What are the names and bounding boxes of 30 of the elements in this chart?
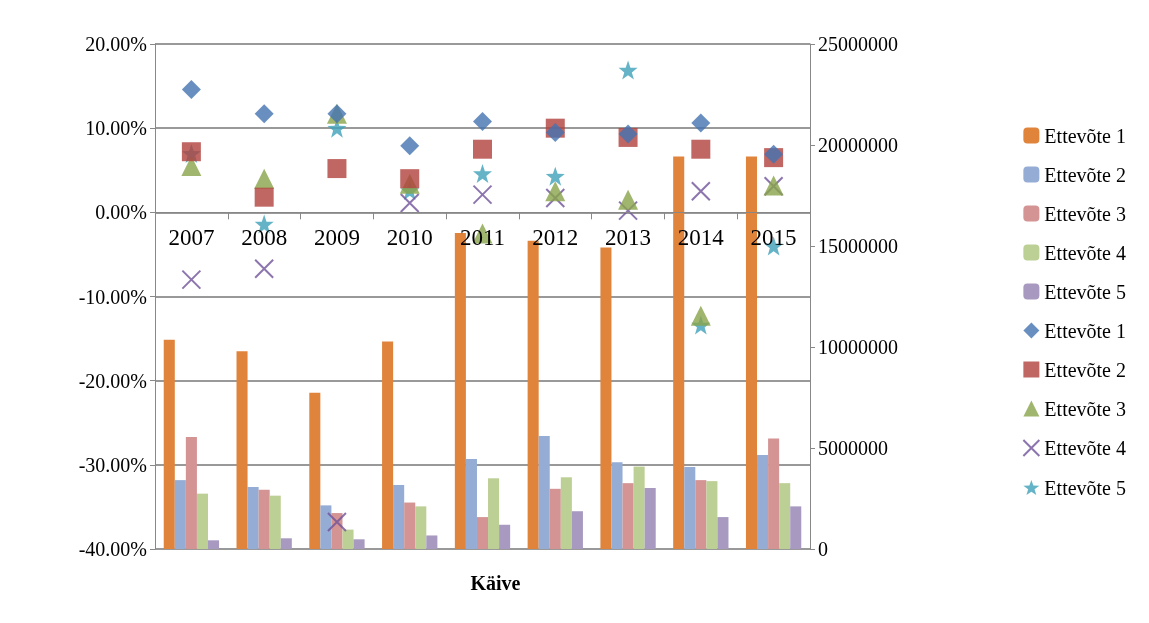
legend-label: Ettevõte 1: [1044, 319, 1126, 342]
x-tick-label: 2009: [313, 225, 360, 251]
y2-tick-label: 15000000: [818, 235, 898, 257]
legend-label: Ettevõte 2: [1044, 163, 1126, 186]
x-tick-label: 2008: [241, 225, 288, 251]
y-tick-label: 0.00%: [95, 201, 147, 224]
y2-tick-label: 0: [818, 538, 828, 560]
y-tick-label: -30.00%: [78, 453, 147, 476]
y-tick-label: -40.00%: [78, 538, 147, 560]
x-tick-label: 2012: [532, 225, 579, 251]
x-tick-label: 2013: [605, 225, 652, 251]
legend-label: Ettevõte 1: [1044, 124, 1126, 147]
y-tick-label: -10.00%: [78, 285, 147, 308]
legend-label: Ettevõte 4: [1044, 241, 1126, 264]
y2-tick-label: 10000000: [818, 336, 898, 358]
x-tick-label: 2007: [168, 225, 215, 251]
y2-tick-label: 25000000: [818, 33, 898, 55]
y-tick-label: 20.00%: [85, 33, 147, 55]
legend-label: Ettevõte 3: [1044, 202, 1126, 225]
y-tick-label: 10.00%: [85, 117, 147, 140]
x-tick-label: 2010: [386, 225, 433, 251]
legend-label: Ettevõte 4: [1044, 437, 1126, 459]
y-tick-label: -20.00%: [78, 369, 147, 392]
x-axis-title: Käive: [470, 572, 521, 594]
legend-label: Ettevõte 3: [1044, 397, 1126, 420]
y2-tick-label: 5000000: [818, 437, 888, 459]
legend-label: Ettevõte 5: [1044, 280, 1126, 303]
y2-tick-label: 20000000: [818, 134, 898, 156]
legend-label: Ettevõte 5: [1044, 476, 1126, 499]
legend-label: Ettevõte 2: [1044, 358, 1126, 381]
